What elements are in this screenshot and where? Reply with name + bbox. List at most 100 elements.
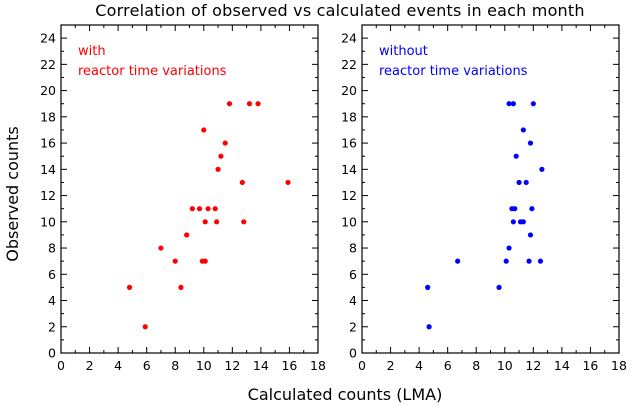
y-tick-label: 22 <box>341 57 357 72</box>
data-point <box>527 232 534 238</box>
y-tick-label: 2 <box>349 319 357 334</box>
x-tick-label: 8 <box>472 358 480 373</box>
panel-annotation: without <box>379 44 428 59</box>
y-tick-label: 10 <box>341 214 357 229</box>
data-point <box>178 284 184 290</box>
data-point <box>539 166 545 172</box>
data-point <box>205 206 211 212</box>
panel-annotation: with <box>78 44 106 59</box>
data-point <box>202 219 208 225</box>
x-tick-label: 0 <box>57 358 65 373</box>
x-tick-label: 6 <box>444 358 452 373</box>
data-point <box>222 140 228 146</box>
y-tick-label: 4 <box>349 293 357 308</box>
x-tick-label: 16 <box>582 358 598 373</box>
panel-annotation: reactor time variations <box>379 64 528 79</box>
data-point <box>530 101 536 107</box>
data-point <box>510 219 516 225</box>
y-tick-label: 14 <box>341 162 357 177</box>
data-point <box>201 127 207 133</box>
scatter-panel-without-variations: 0 2 4 6 8 10 12 14 16 18024681012141618202224with… <box>341 24 627 373</box>
y-tick-label: 22 <box>40 57 56 72</box>
x-tick-label: 8 <box>171 358 179 373</box>
data-point <box>523 179 529 186</box>
y-tick-label: 20 <box>40 83 56 98</box>
data-point <box>425 284 431 290</box>
x-tick-label: 10 <box>497 358 513 373</box>
x-tick-label: 4 <box>114 358 122 373</box>
y-tick-label: 0 <box>349 346 357 361</box>
data-point <box>537 258 544 264</box>
data-point <box>189 206 195 212</box>
data-point <box>506 245 512 251</box>
x-tick-label: 14 <box>253 358 269 373</box>
x-tick-label: 12 <box>224 358 240 373</box>
data-point <box>218 153 224 159</box>
y-tick-label: 6 <box>48 267 56 282</box>
data-point <box>212 206 218 212</box>
scatter-panel-with-variations: 0 2 4 6 8 10 12 14 16 18024681012141618202224with… <box>40 24 326 373</box>
data-point <box>255 101 261 107</box>
data-point <box>506 101 512 107</box>
y-axis-label: Observed counts <box>3 126 22 262</box>
x-tick-label: 2 <box>86 358 94 373</box>
data-point <box>226 101 233 107</box>
x-tick-label: 16 <box>281 358 297 373</box>
x-tick-label: 10 <box>196 358 212 373</box>
y-tick-label: 8 <box>349 241 357 256</box>
y-tick-label: 16 <box>40 136 56 151</box>
data-point <box>529 206 535 212</box>
y-tick-label: 8 <box>48 241 56 256</box>
y-tick-label: 0 <box>48 346 56 361</box>
x-tick-label: 4 <box>415 358 423 373</box>
y-tick-label: 18 <box>341 109 357 124</box>
x-tick-label: 18 <box>611 358 627 373</box>
y-tick-label: 10 <box>40 214 56 229</box>
x-tick-label: 18 <box>310 358 326 373</box>
y-tick-label: 6 <box>349 267 357 282</box>
data-point <box>516 179 522 186</box>
data-point <box>520 219 526 225</box>
y-tick-label: 16 <box>341 136 357 151</box>
x-axis-label: Calculated counts (LMA) <box>248 385 443 404</box>
y-tick-label: 24 <box>40 31 56 46</box>
data-point <box>510 101 516 107</box>
data-point <box>142 324 148 330</box>
y-tick-label: 14 <box>40 162 56 177</box>
data-point <box>527 140 534 146</box>
data-point <box>526 258 532 264</box>
x-tick-label: 12 <box>525 358 541 373</box>
x-tick-label: 6 <box>143 358 151 373</box>
data-point <box>158 245 164 251</box>
data-point <box>184 232 190 238</box>
data-point <box>426 324 432 330</box>
figure-title: Correlation of observed vs calculated ev… <box>95 1 584 20</box>
data-point <box>202 258 208 264</box>
data-point <box>196 206 203 212</box>
data-point <box>214 219 220 225</box>
y-tick-label: 18 <box>40 109 56 124</box>
x-tick-label: 0 <box>358 358 366 373</box>
y-tick-label: 20 <box>341 83 357 98</box>
panel-annotation: reactor time variations <box>78 64 227 79</box>
y-tick-label: 12 <box>341 188 357 203</box>
data-point <box>285 179 291 186</box>
data-point <box>512 206 518 212</box>
data-point <box>246 101 253 107</box>
x-tick-label: 2 <box>387 358 395 373</box>
y-tick-label: 2 <box>48 319 56 334</box>
data-point <box>172 258 178 264</box>
data-point <box>520 127 526 133</box>
y-tick-label: 4 <box>48 293 56 308</box>
data-point <box>496 284 502 290</box>
data-point <box>455 258 461 264</box>
data-point <box>241 219 247 225</box>
y-tick-label: 12 <box>40 188 56 203</box>
data-point <box>126 284 133 290</box>
data-point <box>215 166 221 172</box>
data-point <box>239 179 245 186</box>
data-point <box>513 153 519 159</box>
x-tick-label: 14 <box>554 358 570 373</box>
data-point <box>503 258 509 264</box>
